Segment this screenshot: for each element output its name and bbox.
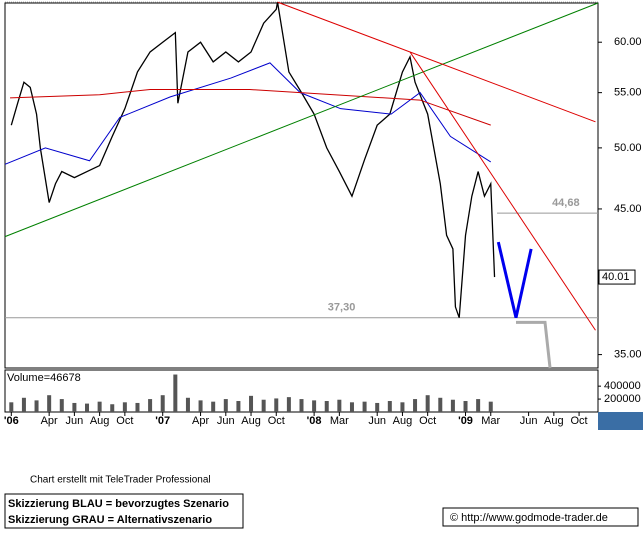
x-tick-label: Oct bbox=[116, 415, 133, 427]
series-line bbox=[277, 1, 596, 123]
volume-bar bbox=[324, 401, 329, 412]
volume-bar bbox=[97, 401, 102, 412]
volume-bar bbox=[274, 398, 279, 412]
volume-tick-label: 400000 bbox=[604, 380, 641, 392]
volume-bar bbox=[488, 401, 493, 412]
series-line bbox=[4, 2, 599, 238]
legend-blue: Skizzierung BLAU = bevorzugtes Szenario bbox=[8, 498, 229, 510]
volume-bar bbox=[337, 399, 342, 412]
volume-bar bbox=[9, 402, 14, 412]
volume-bar bbox=[413, 399, 418, 412]
volume-bar bbox=[198, 400, 203, 412]
x-tick-label: Oct bbox=[571, 415, 588, 427]
volume-bar bbox=[387, 401, 392, 412]
series-line bbox=[409, 51, 596, 331]
x-tick-label: Jun bbox=[66, 415, 84, 427]
volume-bar bbox=[400, 402, 405, 412]
volume-title: Volume=46678 bbox=[7, 372, 81, 384]
volume-bar bbox=[223, 399, 228, 412]
last-price: 40.01 bbox=[602, 271, 630, 283]
x-tick-label: Aug bbox=[544, 415, 564, 427]
scroll-button[interactable] bbox=[598, 412, 643, 430]
x-tick-label: Jun bbox=[217, 415, 235, 427]
volume-bar bbox=[463, 401, 468, 412]
x-tick-label: Oct bbox=[268, 415, 285, 427]
volume-bar bbox=[85, 403, 90, 412]
legend-gray: Skizzierung GRAU = Alternativszenario bbox=[8, 514, 212, 526]
x-tick-label: '07 bbox=[155, 415, 170, 427]
volume-bar bbox=[59, 399, 64, 412]
volume-bar bbox=[47, 395, 52, 412]
level-label: 37,30 bbox=[328, 302, 356, 314]
volume-bar bbox=[476, 399, 481, 412]
x-tick-label: Mar bbox=[330, 415, 349, 427]
y-tick-label: 50.00 bbox=[614, 142, 642, 154]
volume-bar bbox=[375, 402, 380, 412]
volume-bar bbox=[438, 397, 443, 412]
series-line bbox=[496, 241, 533, 319]
y-tick-label: 60.00 bbox=[614, 36, 642, 48]
url: © http://www.godmode-trader.de bbox=[450, 512, 608, 524]
y-tick-label: 45.00 bbox=[614, 203, 642, 215]
volume-bar bbox=[135, 402, 140, 412]
volume-bar bbox=[362, 401, 367, 412]
volume-bar bbox=[21, 397, 26, 412]
credit: Chart erstellt mit TeleTrader Profession… bbox=[30, 475, 211, 486]
volume-bar bbox=[299, 399, 304, 412]
volume-bar bbox=[173, 374, 178, 412]
price-panel bbox=[4, 2, 599, 369]
x-tick-label: Jun bbox=[520, 415, 538, 427]
volume-bar bbox=[349, 402, 354, 412]
x-tick-label: '08 bbox=[307, 415, 322, 427]
y-tick-label: 35.00 bbox=[614, 349, 642, 361]
volume-bar bbox=[312, 400, 317, 412]
x-tick-label: '09 bbox=[458, 415, 473, 427]
volume-tick-label: 200000 bbox=[604, 393, 641, 405]
volume-bar bbox=[34, 400, 39, 412]
volume-bar bbox=[450, 399, 455, 412]
legend-box bbox=[4, 493, 244, 529]
volume-bar bbox=[72, 402, 77, 412]
volume-bar bbox=[286, 397, 291, 412]
volume-bar bbox=[122, 402, 127, 412]
x-tick-label: Aug bbox=[241, 415, 261, 427]
volume-bar bbox=[425, 395, 430, 412]
volume-bar bbox=[261, 399, 266, 412]
x-tick-label: Apr bbox=[41, 415, 58, 427]
volume-bar bbox=[236, 401, 241, 412]
volume-bar bbox=[249, 395, 254, 412]
series-line bbox=[4, 62, 492, 165]
x-tick-label: Oct bbox=[419, 415, 436, 427]
x-tick-label: Aug bbox=[393, 415, 413, 427]
series-line bbox=[10, 1, 496, 318]
series-line bbox=[10, 88, 491, 126]
volume-bar bbox=[160, 395, 165, 412]
y-tick-label: 55.00 bbox=[614, 87, 642, 99]
series-line bbox=[515, 320, 552, 369]
x-tick-label: Apr bbox=[192, 415, 209, 427]
x-tick-label: Aug bbox=[90, 415, 110, 427]
x-tick-label: '06 bbox=[4, 415, 19, 427]
x-tick-label: Jun bbox=[368, 415, 386, 427]
volume-bar bbox=[148, 399, 153, 412]
level-label: 44,68 bbox=[552, 197, 580, 209]
x-tick-label: Mar bbox=[481, 415, 500, 427]
url-box bbox=[442, 507, 639, 527]
volume-bar bbox=[185, 397, 190, 412]
last-price-box bbox=[598, 269, 636, 285]
volume-bar bbox=[211, 401, 216, 412]
volume-bar bbox=[110, 404, 115, 412]
